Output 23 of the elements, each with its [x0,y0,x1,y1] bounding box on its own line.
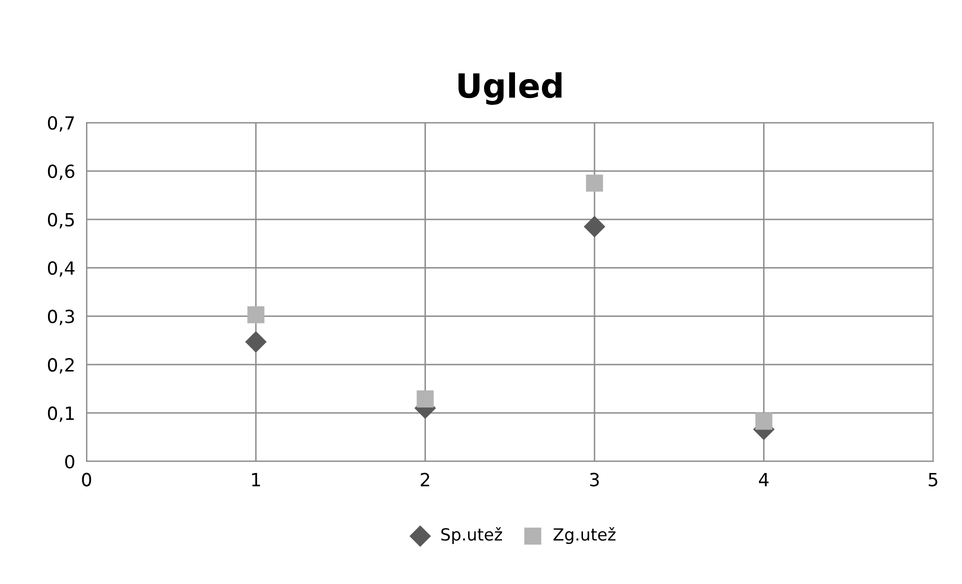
chart-title: Ugled [458,72,562,105]
y-tick-label: 0 [65,454,74,468]
point [416,390,434,408]
legend-label: Zg.utež [554,527,616,544]
y-tick-label: 0,4 [48,261,74,277]
x-tick-label: 2 [420,472,430,486]
y-tick-label: 0,2 [48,358,74,374]
legend-label: Sp.utež [441,527,502,544]
y-tick-label: 0,1 [48,406,74,422]
x-tick-label: 1 [252,473,260,486]
point [586,174,604,192]
y-tick-label: 0,6 [48,164,74,180]
x-tick-label: 0 [82,472,92,486]
y-tick-label: 0,3 [48,310,74,326]
x-tick-label: 4 [758,473,769,486]
y-tick-label: 0,5 [48,212,74,228]
point [584,216,606,238]
x-tick-label: 3 [590,472,599,486]
y-tick-label: 0,7 [48,116,74,132]
point [247,306,264,324]
point [245,331,267,353]
x-tick-label: 5 [928,473,938,486]
point [755,412,772,430]
